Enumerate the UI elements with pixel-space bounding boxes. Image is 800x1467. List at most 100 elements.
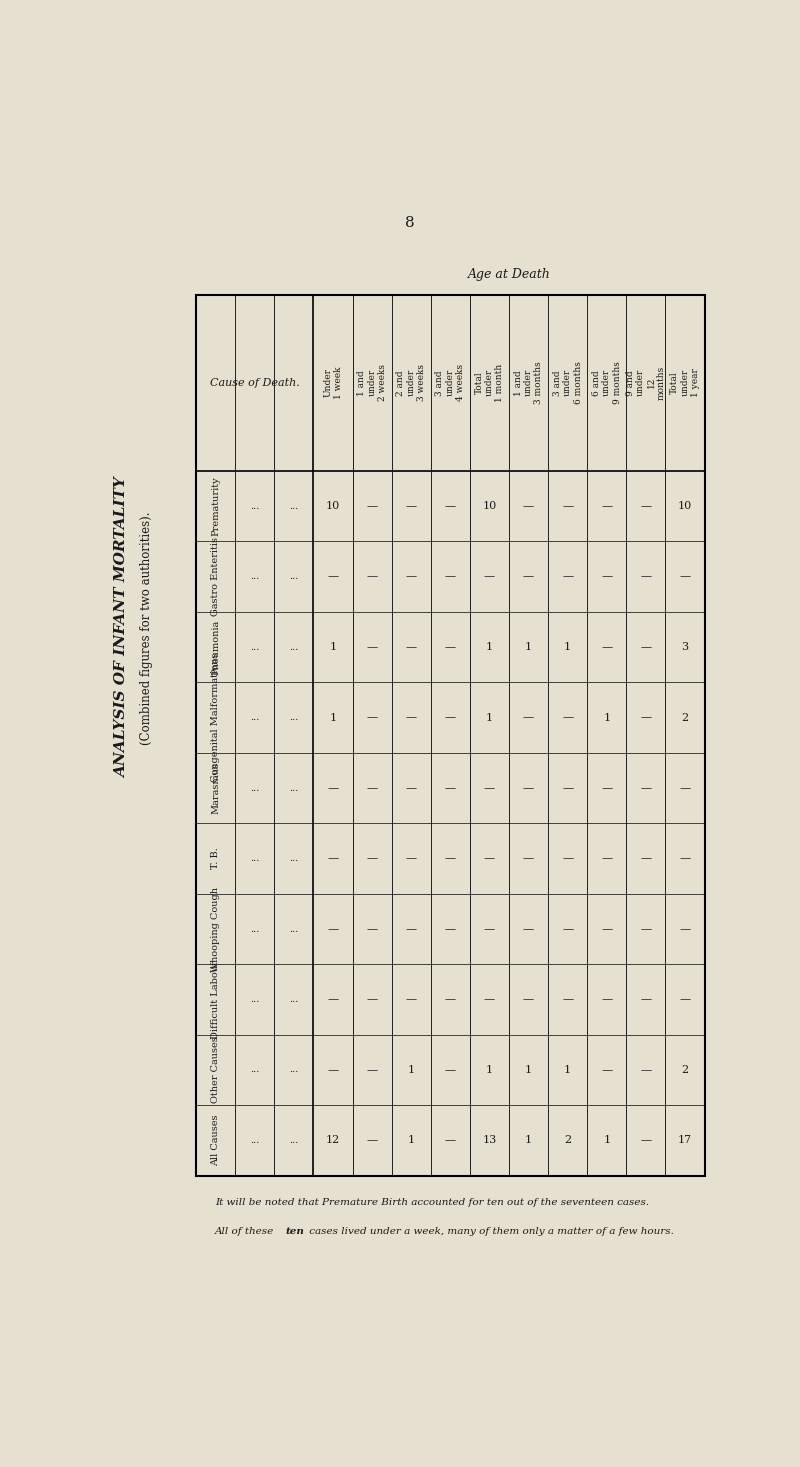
Text: Total
under
1 year: Total under 1 year: [670, 368, 700, 398]
Text: —: —: [406, 783, 417, 794]
Text: —: —: [366, 502, 378, 511]
Text: —: —: [327, 995, 338, 1005]
Text: Age at Death: Age at Death: [467, 268, 550, 282]
Text: 1: 1: [330, 713, 337, 723]
Text: Whooping Cough: Whooping Cough: [211, 886, 220, 971]
Text: —: —: [562, 572, 573, 581]
Text: —: —: [640, 1065, 651, 1075]
Text: —: —: [523, 713, 534, 723]
Text: —: —: [523, 924, 534, 934]
Text: 10: 10: [326, 502, 340, 511]
Text: —: —: [640, 502, 651, 511]
Text: All of these: All of these: [214, 1226, 277, 1235]
Text: —: —: [679, 854, 690, 864]
Text: All Causes: All Causes: [211, 1115, 220, 1166]
Text: —: —: [445, 713, 456, 723]
Text: 1: 1: [603, 713, 610, 723]
Text: ...: ...: [289, 502, 298, 511]
Text: —: —: [562, 502, 573, 511]
Text: ...: ...: [289, 713, 298, 722]
Text: 1: 1: [486, 643, 493, 651]
Text: —: —: [445, 1065, 456, 1075]
Text: T. B.: T. B.: [211, 848, 220, 870]
Text: ...: ...: [289, 783, 298, 792]
Text: —: —: [640, 854, 651, 864]
Text: —: —: [679, 783, 690, 794]
Text: 1: 1: [330, 643, 337, 651]
Text: 2: 2: [564, 1135, 571, 1146]
Text: ...: ...: [289, 995, 298, 1003]
Text: —: —: [640, 713, 651, 723]
Text: ...: ...: [250, 713, 259, 722]
Text: Gastro Enteritis: Gastro Enteritis: [211, 537, 220, 616]
Text: —: —: [366, 1135, 378, 1146]
Text: 1: 1: [486, 713, 493, 723]
Text: —: —: [562, 783, 573, 794]
Text: Marasmus: Marasmus: [211, 761, 220, 814]
Text: ...: ...: [289, 1065, 298, 1074]
Text: 3: 3: [682, 643, 689, 651]
Text: —: —: [523, 572, 534, 581]
Text: —: —: [445, 572, 456, 581]
Text: —: —: [562, 854, 573, 864]
Text: —: —: [523, 502, 534, 511]
Text: —: —: [523, 783, 534, 794]
Text: —: —: [366, 572, 378, 581]
Text: —: —: [640, 995, 651, 1005]
Text: Difficult Labour: Difficult Labour: [211, 959, 220, 1039]
Text: ...: ...: [289, 643, 298, 651]
Text: Cause of Death.: Cause of Death.: [210, 378, 300, 387]
Text: —: —: [445, 1135, 456, 1146]
Text: —: —: [523, 854, 534, 864]
Text: —: —: [445, 995, 456, 1005]
Text: —: —: [484, 783, 495, 794]
Text: —: —: [601, 572, 612, 581]
Text: 1: 1: [525, 1135, 532, 1146]
Text: —: —: [327, 1065, 338, 1075]
Text: 1: 1: [525, 643, 532, 651]
Text: ...: ...: [289, 924, 298, 933]
Text: —: —: [679, 995, 690, 1005]
Text: —: —: [484, 924, 495, 934]
Text: 1 and
under
2 weeks: 1 and under 2 weeks: [357, 364, 387, 402]
Text: —: —: [562, 995, 573, 1005]
Text: 1: 1: [408, 1135, 414, 1146]
Text: 1: 1: [408, 1065, 414, 1075]
Text: 3 and
under
6 months: 3 and under 6 months: [553, 361, 582, 405]
Text: —: —: [601, 924, 612, 934]
Text: cases lived under a week, many of them only a matter of a few hours.: cases lived under a week, many of them o…: [306, 1226, 674, 1235]
Text: Under
1 week: Under 1 week: [323, 367, 342, 399]
Text: —: —: [484, 854, 495, 864]
Text: —: —: [366, 783, 378, 794]
Text: ...: ...: [250, 1135, 259, 1144]
Text: —: —: [679, 572, 690, 581]
Text: 1: 1: [564, 1065, 571, 1075]
Text: —: —: [406, 572, 417, 581]
Text: ten: ten: [286, 1226, 305, 1235]
Text: 1: 1: [564, 643, 571, 651]
Text: 13: 13: [482, 1135, 497, 1146]
Text: ...: ...: [289, 854, 298, 863]
Text: —: —: [406, 995, 417, 1005]
Text: —: —: [366, 713, 378, 723]
Text: —: —: [601, 502, 612, 511]
Text: —: —: [640, 572, 651, 581]
Text: —: —: [406, 643, 417, 651]
Text: 1: 1: [486, 1065, 493, 1075]
Text: —: —: [445, 502, 456, 511]
Text: —: —: [484, 995, 495, 1005]
Text: Total
under
1 month: Total under 1 month: [474, 364, 504, 402]
Text: —: —: [601, 1065, 612, 1075]
Text: 12: 12: [326, 1135, 340, 1146]
Text: ...: ...: [289, 572, 298, 581]
Text: —: —: [327, 854, 338, 864]
Text: —: —: [601, 783, 612, 794]
Text: —: —: [406, 924, 417, 934]
Text: ANALYSIS OF INFANT MORTALITY: ANALYSIS OF INFANT MORTALITY: [114, 477, 129, 779]
Text: —: —: [366, 643, 378, 651]
Text: —: —: [601, 995, 612, 1005]
Text: ...: ...: [250, 924, 259, 933]
Text: —: —: [366, 1065, 378, 1075]
Text: —: —: [679, 924, 690, 934]
Text: 2: 2: [682, 1065, 689, 1075]
